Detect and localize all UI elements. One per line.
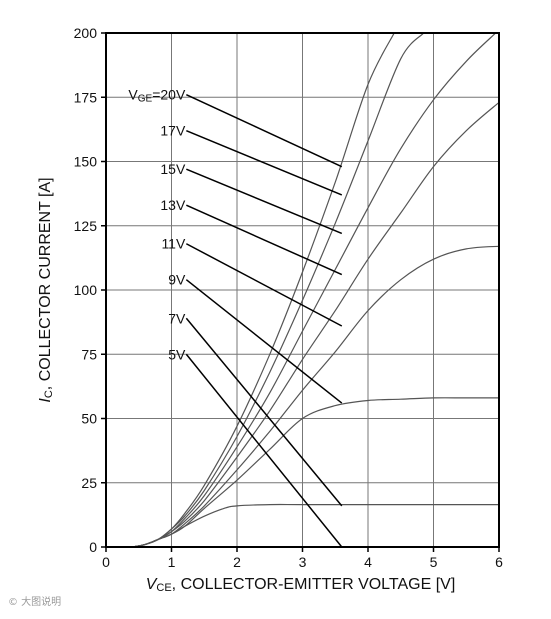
- x-axis-label-prefix: V: [146, 576, 158, 593]
- series-label-15V: 15V: [160, 161, 186, 177]
- leader-lines: [185, 93, 343, 548]
- x-axis-label: VCE, COLLECTOR-EMITTER VOLTAGE [V]: [146, 576, 456, 594]
- series-label-9V: 9V: [168, 272, 186, 288]
- leader-11V: [185, 243, 343, 327]
- y-tick-label: 0: [89, 539, 97, 555]
- x-axis-label-sub: CE: [156, 582, 171, 594]
- leader-9V: [185, 279, 343, 404]
- x-tick-label: 5: [430, 554, 438, 570]
- x-tick-label: 4: [364, 554, 372, 570]
- series-label-11V: 11V: [161, 236, 186, 252]
- x-tick-label: 0: [102, 554, 110, 570]
- series-labels: VGE=20V 17V 15V 13V 11V 9V 7V 5V: [128, 87, 186, 363]
- series-label-17V: 17V: [160, 123, 186, 139]
- x-tick-label: 3: [299, 554, 307, 570]
- y-axis-label-suffix: , COLLECTOR CURRENT [A]: [37, 177, 54, 390]
- y-axis-label-sub: C: [43, 390, 55, 398]
- curve-11V: [132, 245, 499, 547]
- watermark-text: © 大图说明: [8, 597, 62, 608]
- y-tick-label: 150: [74, 154, 98, 170]
- x-axis-label-suffix: , COLLECTOR-EMITTER VOLTAGE [V]: [172, 576, 456, 593]
- leader-15V: [186, 168, 343, 235]
- y-tick-label: 50: [81, 411, 97, 427]
- series-label-5V: 5V: [168, 346, 186, 362]
- y-axis-label: IC, COLLECTOR CURRENT [A]: [37, 177, 55, 402]
- leader-7V: [185, 317, 343, 507]
- leader-17V: [186, 129, 343, 196]
- leader-VGE=20V: [186, 93, 343, 168]
- x-tick-label: 2: [233, 554, 241, 570]
- leader-5V: [185, 353, 343, 548]
- y-axis-label-prefix: I: [37, 398, 54, 403]
- y-tick-label: 175: [74, 89, 98, 105]
- series-label-VGE=20V: VGE=20V: [128, 87, 186, 105]
- leader-13V: [186, 204, 343, 276]
- label-sub: GE: [138, 94, 153, 105]
- y-tick-label: 100: [74, 282, 98, 298]
- ticks: 0 25 50 75 100 125 150 175 200 0 1 2 3 4 5 6: [74, 25, 503, 570]
- x-tick-label: 6: [495, 554, 503, 570]
- y-tick-label: 75: [81, 346, 97, 362]
- curve-7V: [132, 503, 499, 547]
- y-tick-label: 125: [74, 218, 98, 234]
- series-label-7V: 7V: [168, 310, 186, 326]
- series-label-13V: 13V: [160, 197, 186, 213]
- curves: [132, 33, 499, 547]
- y-tick-label: 25: [81, 475, 97, 491]
- label-main: V: [128, 87, 138, 103]
- x-tick-label: 1: [168, 554, 176, 570]
- label-tail: =20V: [152, 87, 186, 103]
- y-tick-label: 200: [74, 25, 98, 41]
- grid-lines: [106, 33, 499, 547]
